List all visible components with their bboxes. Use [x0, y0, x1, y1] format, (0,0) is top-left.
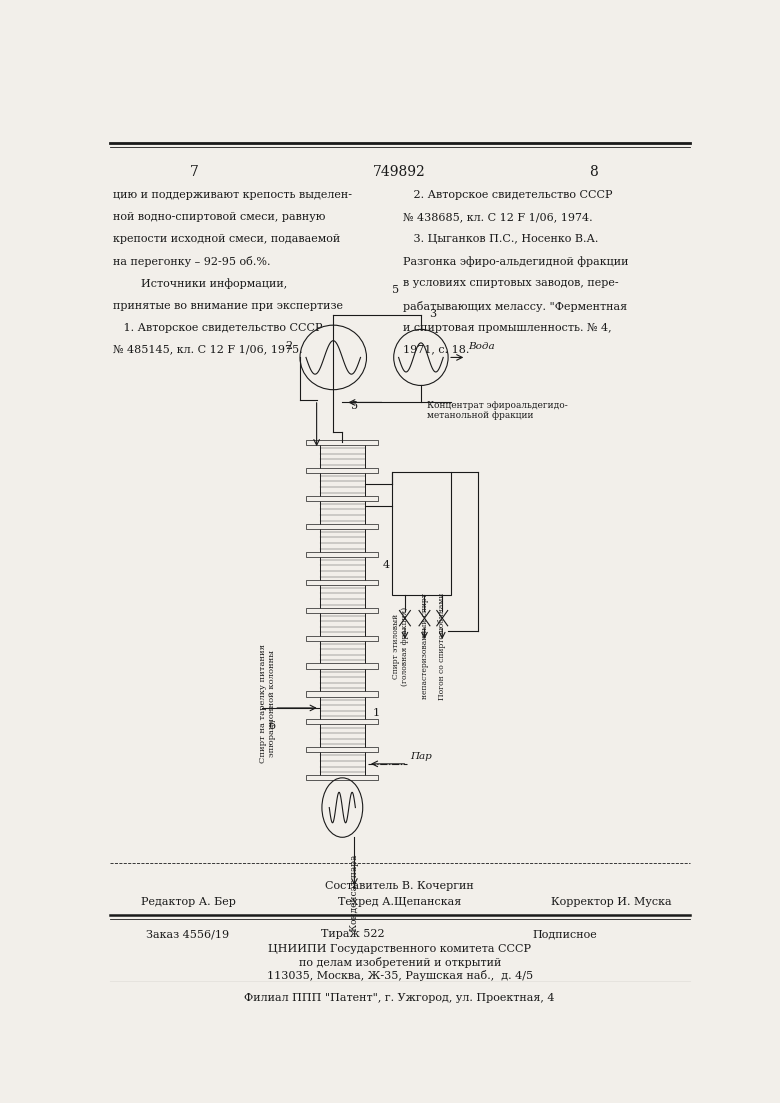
- Text: 3: 3: [429, 309, 436, 319]
- Text: 3. Цыганков П.С., Носенко В.А.: 3. Цыганков П.С., Носенко В.А.: [402, 234, 598, 244]
- Text: принятые во внимание при экспертизе: принятые во внимание при экспертизе: [112, 300, 342, 311]
- Text: Заказ 4556/19: Заказ 4556/19: [146, 929, 229, 939]
- Text: Подписное: Подписное: [533, 929, 597, 939]
- Text: Источники информации,: Источники информации,: [112, 278, 287, 289]
- Text: Пар: Пар: [410, 752, 432, 761]
- Text: Вода: Вода: [468, 342, 495, 351]
- Text: 5: 5: [392, 286, 399, 296]
- Text: рабатывающих мелассу. "Ферментная: рабатывающих мелассу. "Ферментная: [402, 300, 627, 311]
- Bar: [320, 666, 365, 694]
- Bar: [307, 608, 378, 612]
- Text: Спирт на тарелку питания
эпюрационной колонны: Спирт на тарелку питания эпюрационной ко…: [259, 644, 276, 763]
- Bar: [307, 579, 378, 585]
- Bar: [320, 470, 365, 499]
- Text: Погон со спиртолюбинами: Погон со спиртолюбинами: [438, 592, 446, 699]
- Text: Спирт этиловый
(головная фракция): Спирт этиловый (головная фракция): [392, 607, 410, 686]
- Bar: [307, 635, 378, 641]
- Bar: [307, 692, 378, 696]
- Text: ной водно-спиртовой смеси, равную: ной водно-спиртовой смеси, равную: [112, 212, 325, 222]
- Bar: [320, 554, 365, 582]
- Text: 1971, с. 18.: 1971, с. 18.: [402, 345, 469, 355]
- Text: 8: 8: [589, 164, 597, 179]
- Text: ЦНИИПИ Государственного комитета СССР: ЦНИИПИ Государственного комитета СССР: [268, 944, 531, 954]
- Text: метанольной фракции: метанольной фракции: [427, 410, 534, 420]
- Text: Техред А.Щепанская: Техред А.Щепанская: [338, 897, 462, 907]
- Text: Редактор А. Бер: Редактор А. Бер: [140, 897, 236, 907]
- Text: 4: 4: [383, 559, 390, 569]
- Bar: [320, 582, 365, 610]
- Text: 2: 2: [285, 341, 292, 351]
- Bar: [320, 526, 365, 554]
- Bar: [307, 748, 378, 752]
- Text: 1: 1: [372, 708, 379, 718]
- Text: Составитель В. Кочергин: Составитель В. Кочергин: [325, 881, 474, 891]
- Bar: [320, 722, 365, 750]
- Text: на перегонку – 92-95 об.%.: на перегонку – 92-95 об.%.: [112, 256, 270, 267]
- Text: по делам изобретений и открытий: по делам изобретений и открытий: [299, 957, 501, 968]
- Text: Филиал ППП "Патент", г. Ужгород, ул. Проектная, 4: Филиал ППП "Патент", г. Ужгород, ул. Про…: [244, 993, 555, 1003]
- Bar: [307, 664, 378, 668]
- Text: Концентрат эфироальдегидо-: Концентрат эфироальдегидо-: [427, 400, 568, 409]
- Text: Конденсат пара: Конденсат пара: [349, 855, 359, 931]
- Text: № 438685, кл. С 12 F 1/06, 1974.: № 438685, кл. С 12 F 1/06, 1974.: [402, 212, 592, 222]
- Text: 2. Авторское свидетельство СССР: 2. Авторское свидетельство СССР: [402, 190, 612, 200]
- Bar: [320, 442, 365, 470]
- Bar: [320, 499, 365, 526]
- Bar: [307, 468, 378, 473]
- Text: 5: 5: [351, 401, 359, 411]
- Text: 7: 7: [190, 164, 199, 179]
- Text: 1. Авторское свидетельство СССР: 1. Авторское свидетельство СССР: [112, 322, 322, 333]
- Text: 113035, Москва, Ж-35, Раушская наб.,  д. 4/5: 113035, Москва, Ж-35, Раушская наб., д. …: [267, 970, 533, 981]
- Text: непастеризованный спирт: непастеризованный спирт: [420, 593, 429, 699]
- Text: Разгонка эфиро-альдегидной фракции: Разгонка эфиро-альдегидной фракции: [402, 256, 628, 267]
- Text: 749892: 749892: [374, 164, 426, 179]
- Text: крепости исходной смеси, подаваемой: крепости исходной смеси, подаваемой: [112, 234, 340, 244]
- Text: в условиях спиртовых заводов, пере-: в условиях спиртовых заводов, пере-: [402, 278, 619, 289]
- Bar: [320, 638, 365, 666]
- Bar: [320, 694, 365, 722]
- Bar: [307, 495, 378, 501]
- Bar: [392, 472, 451, 596]
- Bar: [320, 610, 365, 638]
- Text: № 485145, кл. С 12 F 1/06, 1975.: № 485145, кл. С 12 F 1/06, 1975.: [112, 345, 302, 355]
- Text: цию и поддерживают крепость выделен-: цию и поддерживают крепость выделен-: [112, 190, 352, 200]
- Text: Корректор И. Муска: Корректор И. Муска: [551, 897, 672, 907]
- Bar: [307, 719, 378, 725]
- Bar: [307, 552, 378, 557]
- Bar: [307, 524, 378, 528]
- Bar: [307, 775, 378, 781]
- Text: Тираж 522: Тираж 522: [321, 929, 385, 939]
- Bar: [307, 440, 378, 445]
- Bar: [320, 750, 365, 778]
- Text: 6: 6: [268, 721, 275, 731]
- Text: и спиртовая промышленность. № 4,: и спиртовая промышленность. № 4,: [402, 322, 612, 333]
